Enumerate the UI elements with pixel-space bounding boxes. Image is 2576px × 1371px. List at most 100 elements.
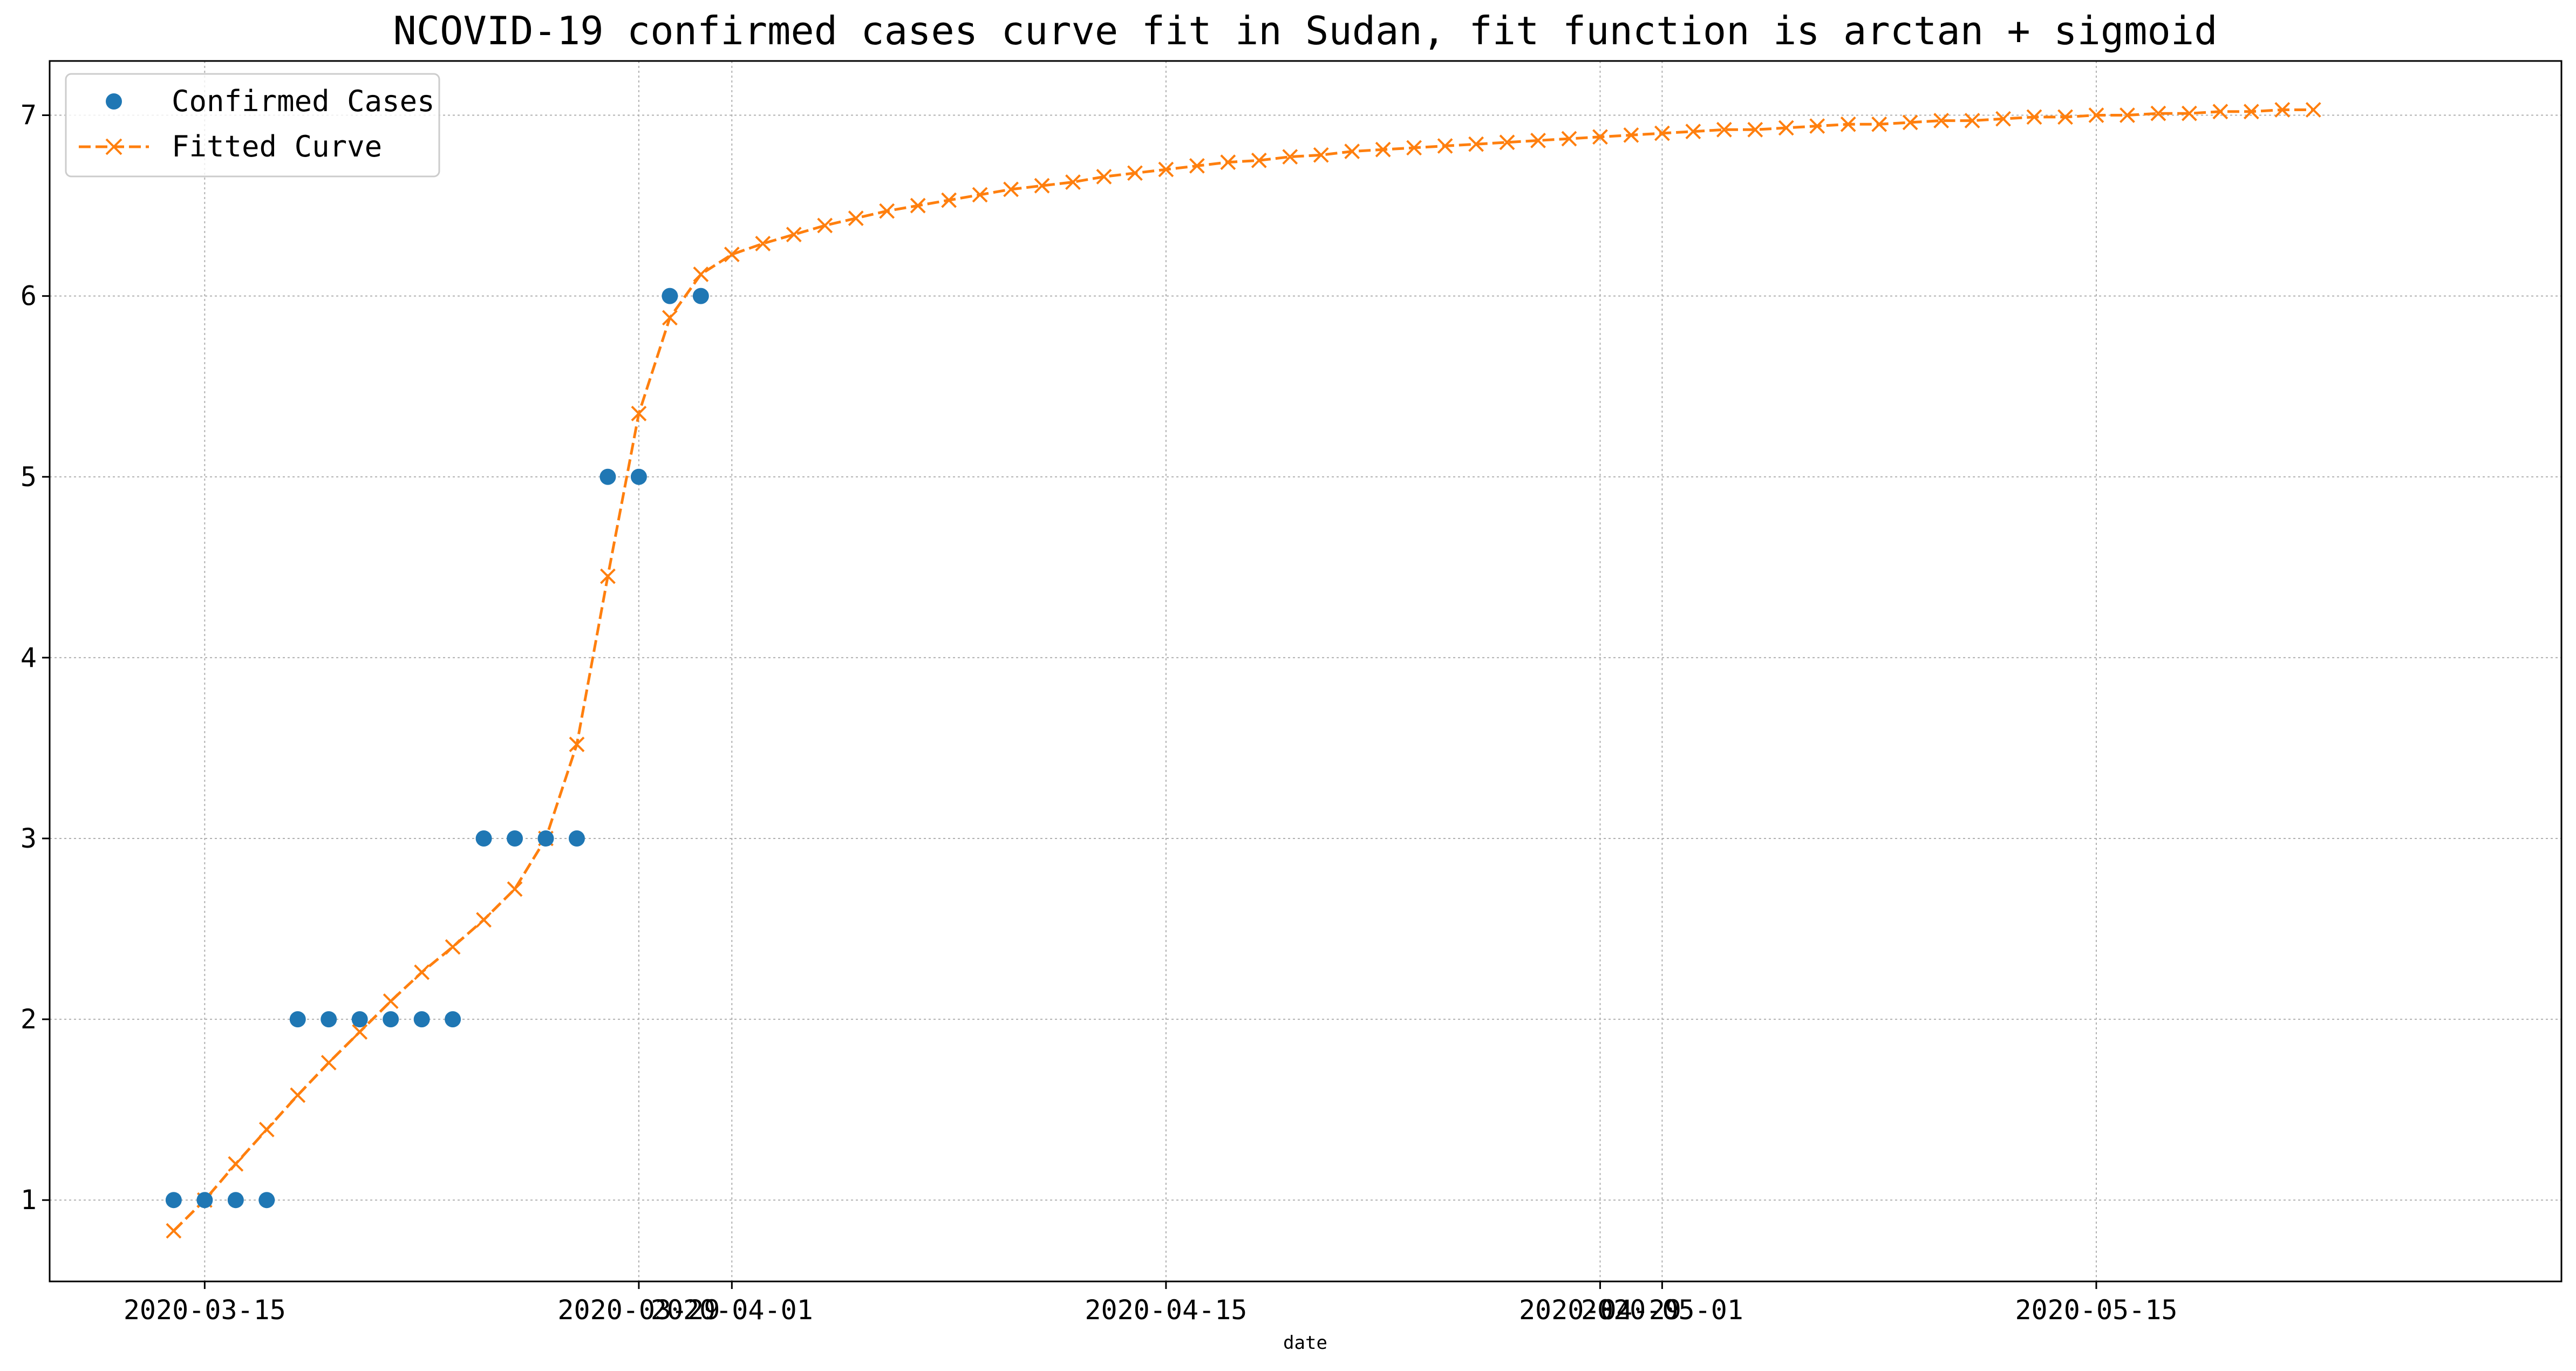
fitted-curve-point bbox=[1096, 169, 1112, 185]
fitted-curve-point bbox=[1840, 116, 1856, 132]
x-tick-label: 2020-03-15 bbox=[124, 1294, 286, 1326]
confirmed-cases-point bbox=[445, 1011, 461, 1028]
fitted-curve-point bbox=[1437, 138, 1453, 154]
fitted-curve-point bbox=[1685, 124, 1701, 140]
fitted-curve-point bbox=[1623, 127, 1639, 143]
fitted-curve-point bbox=[1995, 111, 2011, 127]
fitted-curve-point bbox=[848, 210, 864, 226]
fitted-curve-point bbox=[228, 1156, 244, 1172]
fitted-curve-point bbox=[507, 881, 523, 897]
fitted-curve-point bbox=[817, 217, 833, 234]
legend-box bbox=[65, 73, 440, 178]
fitted-curve-point bbox=[1034, 178, 1050, 194]
fitted-curve-point bbox=[2243, 104, 2259, 120]
chart-title: NCOVID-19 confirmed cases curve fit in S… bbox=[393, 8, 2217, 53]
fitted-curve-point bbox=[662, 310, 678, 326]
fitted-curve-point bbox=[2088, 107, 2104, 123]
y-tick-label: 3 bbox=[21, 823, 37, 854]
legend: Confirmed Cases Fitted Curve bbox=[65, 73, 440, 178]
fitted-curve-point bbox=[569, 736, 585, 753]
fitted-curve-point bbox=[879, 203, 895, 219]
y-tick-label: 2 bbox=[21, 1004, 37, 1035]
fitted-curve-point bbox=[414, 964, 430, 980]
x-tick-label: 2020-04-15 bbox=[1085, 1294, 1247, 1326]
fitted-curve-point bbox=[1406, 140, 1422, 156]
fitted-curve-point bbox=[1778, 120, 1794, 136]
y-tick-label: 5 bbox=[21, 461, 37, 493]
fitted-curve-point bbox=[1158, 161, 1174, 178]
fitted-curve-point bbox=[476, 912, 492, 928]
y-tick-label: 4 bbox=[21, 642, 37, 673]
confirmed-cases-point bbox=[475, 830, 492, 847]
fitted-curve-point bbox=[1220, 154, 1236, 170]
x-tick-label: 2020-04-01 bbox=[651, 1294, 813, 1326]
legend-label-fitted-curve: Fitted Curve bbox=[172, 129, 382, 163]
confirmed-cases-point bbox=[227, 1192, 244, 1209]
fitted-curve-point bbox=[1065, 174, 1081, 190]
fitted-curve-point bbox=[2150, 105, 2166, 121]
fitted-curve-point bbox=[1127, 165, 1143, 181]
confirmed-cases-point bbox=[258, 1192, 275, 1209]
fitted-curve-point bbox=[1716, 121, 1732, 138]
confirmed-cases-point bbox=[507, 830, 523, 847]
fitted-curve-point bbox=[1344, 144, 1360, 159]
fitted-curve-point bbox=[1251, 152, 1267, 168]
grid-layer bbox=[50, 61, 2561, 1281]
fitted-curve-point bbox=[383, 993, 399, 1009]
confirmed-cases-point bbox=[568, 830, 585, 847]
confirmed-cases-point bbox=[599, 468, 616, 485]
fitted-curve-point bbox=[2120, 107, 2135, 123]
fitted-curve-point bbox=[1313, 147, 1329, 163]
confirmed-cases-point bbox=[321, 1011, 337, 1028]
confirmed-cases-point bbox=[413, 1011, 430, 1028]
confirmed-cases-point bbox=[165, 1192, 182, 1209]
fitted-curve-point bbox=[724, 247, 740, 262]
confirmed-cases-point bbox=[289, 1011, 306, 1028]
confirmed-cases-point bbox=[537, 830, 554, 847]
x-tick-label: 2020-05-01 bbox=[1581, 1294, 1743, 1326]
fitted-curve-point bbox=[1809, 118, 1825, 134]
fitted-curve-point bbox=[166, 1223, 182, 1239]
fitted-curve-point bbox=[1964, 113, 1980, 129]
confirmed-cases-point bbox=[630, 468, 647, 485]
x-axis-label: date bbox=[1283, 1332, 1327, 1354]
fitted-curve-point bbox=[445, 939, 461, 955]
fitted-curve-point bbox=[1499, 134, 1515, 151]
fitted-curve-point bbox=[2026, 109, 2042, 125]
fitted-curve-point bbox=[1282, 149, 1298, 165]
fitted-curve-point bbox=[2305, 102, 2321, 118]
x-tick-label: 2020-04-29 bbox=[1519, 1294, 1681, 1326]
fitted-curve-point bbox=[972, 187, 988, 203]
fitted-curve-point bbox=[693, 267, 709, 282]
confirmed-cases-point bbox=[383, 1011, 399, 1028]
fitted-curve-point bbox=[1468, 136, 1484, 152]
fitted-curve-point bbox=[1561, 131, 1577, 147]
legend-label-confirmed-cases: Confirmed Cases bbox=[172, 84, 435, 118]
fitted-curve-point bbox=[1592, 129, 1608, 145]
fitted-curve-point bbox=[321, 1055, 337, 1070]
confirmed-cases-point bbox=[351, 1011, 368, 1028]
fitted-curve-point bbox=[2212, 104, 2229, 120]
x-tick-label: 2020-03-29 bbox=[557, 1294, 720, 1326]
plot-frame bbox=[49, 60, 2563, 1283]
x-tick-label: 2020-05-15 bbox=[2015, 1294, 2177, 1326]
fitted-curve-point bbox=[1933, 113, 1950, 129]
confirmed-cases-point bbox=[692, 288, 709, 304]
fitted-curve-point bbox=[910, 197, 926, 214]
fitted-curve-point bbox=[786, 227, 802, 243]
fitted-curve-point bbox=[1189, 158, 1205, 174]
fitted-curve-point bbox=[1375, 141, 1391, 158]
confirmed-cases-point bbox=[196, 1192, 213, 1209]
y-tick-label: 7 bbox=[21, 100, 37, 131]
fitted-curve-point bbox=[2274, 102, 2291, 118]
fitted-curve-point bbox=[631, 406, 647, 421]
fitted-curve-point bbox=[1902, 114, 1918, 131]
fitted-curve-point bbox=[290, 1087, 306, 1103]
series-layer bbox=[165, 102, 2321, 1239]
fitted-curve-point bbox=[2057, 109, 2073, 125]
confirmed-cases-point bbox=[662, 288, 678, 304]
fitted-curve-point bbox=[1530, 133, 1546, 148]
